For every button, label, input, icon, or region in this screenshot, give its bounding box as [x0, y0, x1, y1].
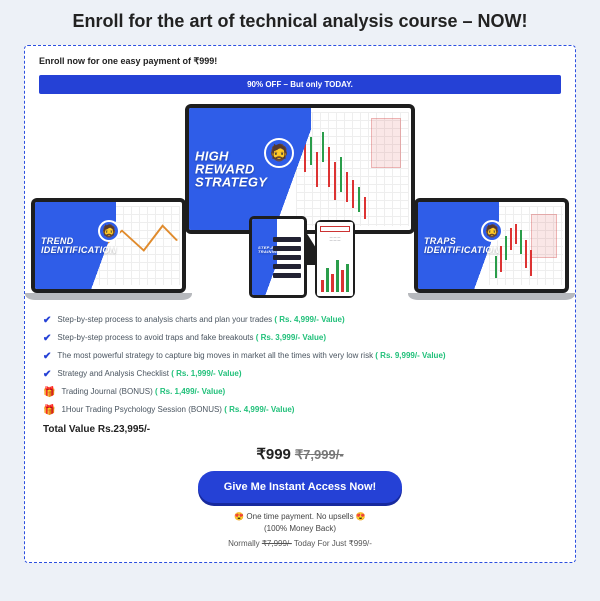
feature-text: Step-by-step process to avoid traps and … [57, 332, 326, 343]
feature-list: ✔ Step-by-step process to analysis charts… [43, 314, 557, 418]
feature-text: Step-by-step process to analysis charts … [57, 314, 344, 325]
check-icon: ✔ [43, 314, 51, 328]
feature-text: 1Hour Trading Psychology Session (BONUS)… [61, 404, 294, 415]
feature-text: Trading Journal (BONUS) ( Rs. 1,499/- Va… [61, 386, 225, 397]
check-icon: ✔ [43, 350, 51, 364]
discount-banner: 90% OFF – But only TODAY. [39, 75, 561, 94]
gift-icon: 🎁 [43, 404, 55, 418]
feature-value: ( Rs. 3,999/- Value) [256, 333, 326, 342]
feature-value: ( Rs. 4,999/- Value) [224, 405, 294, 414]
laptop-left-label: TREND IDENTIFICATION [41, 237, 117, 255]
gift-icon: 🎁 [43, 386, 55, 400]
page-heading: Enroll for the art of technical analysis… [0, 0, 600, 41]
product-mockup: 🧔 TREND IDENTIFICATION [39, 104, 561, 304]
laptop-right: 🧔 TRAPS IDENTIFICATION [414, 198, 569, 300]
avatar-icon: 🧔 [264, 138, 294, 168]
normally-line: Normally ₹7,999/- Today For Just ₹999/- [39, 539, 561, 548]
feature-value: ( Rs. 1,499/- Value) [155, 387, 225, 396]
feature-text: Strategy and Analysis Checklist ( Rs. 1,… [57, 368, 241, 379]
check-icon: ✔ [43, 368, 51, 382]
laptop-right-label: TRAPS IDENTIFICATION [424, 237, 500, 255]
phone: — — —— — — [315, 220, 355, 298]
feature-item: ✔ Strategy and Analysis Checklist ( Rs. 1… [43, 368, 557, 382]
feature-text: The most powerful strategy to capture bi… [57, 350, 445, 361]
monitor-label: HIGH REWARD STRATEGY [195, 150, 267, 189]
cta-button[interactable]: Give Me Instant Access Now! [198, 471, 402, 503]
feature-item: ✔ Step-by-step process to avoid traps and… [43, 332, 557, 346]
feature-value: ( Rs. 1,999/- Value) [171, 369, 241, 378]
price: ₹999₹7,999/- [39, 445, 561, 463]
offer-card: Enroll now for one easy payment of ₹999!… [24, 45, 576, 563]
feature-item: 🎁 1Hour Trading Psychology Session (BONUS… [43, 404, 557, 418]
check-icon: ✔ [43, 332, 51, 346]
laptop-left: 🧔 TREND IDENTIFICATION [31, 198, 186, 300]
feature-item: 🎁 Trading Journal (BONUS) ( Rs. 1,499/- V… [43, 386, 557, 400]
feature-value: ( Rs. 4,999/- Value) [274, 315, 344, 324]
feature-value: ( Rs. 9,999/- Value) [375, 351, 445, 360]
enroll-line: Enroll now for one easy payment of ₹999! [39, 56, 561, 67]
feature-item: ✔ Step-by-step process to analysis charts… [43, 314, 557, 328]
feature-item: ✔ The most powerful strategy to capture b… [43, 350, 557, 364]
payment-note: 😍 One time payment. No upsells 😍 (100% M… [39, 511, 561, 535]
total-value: Total Value Rs.23,995/- [43, 424, 557, 435]
tablet: STEP-BY-STEP TRAINING [249, 216, 307, 298]
